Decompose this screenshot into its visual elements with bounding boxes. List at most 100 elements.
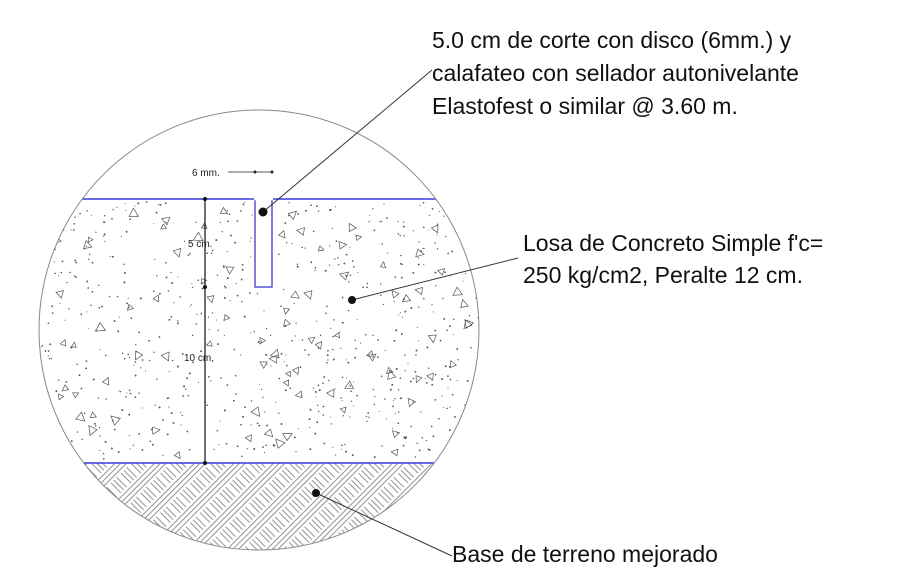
- stipple-dot: [208, 376, 210, 378]
- stipple-dot: [331, 227, 333, 229]
- stipple-dot: [236, 445, 239, 448]
- stipple-dot: [85, 245, 87, 247]
- stipple-dot: [377, 339, 379, 341]
- stipple-dot: [330, 209, 332, 211]
- stipple-dot: [180, 424, 182, 426]
- stipple-dot: [474, 419, 476, 421]
- stipple-dot: [266, 363, 268, 365]
- aggregate: [225, 266, 235, 275]
- stipple-dot: [426, 346, 429, 349]
- aggregate: [88, 424, 98, 437]
- stipple-dot: [427, 367, 430, 369]
- stipple-dot: [219, 420, 221, 422]
- stipple-dot: [68, 308, 70, 310]
- stipple-dot: [91, 291, 94, 293]
- stipple-dot: [41, 346, 42, 347]
- stipple-dot: [240, 210, 242, 212]
- stipple-dot: [345, 450, 348, 453]
- stipple-dot: [372, 208, 374, 210]
- stipple-dot: [242, 203, 245, 206]
- stipple-dot: [240, 279, 243, 281]
- stipple-dot: [61, 260, 64, 263]
- stipple-dot: [126, 302, 128, 305]
- aggregate: [173, 451, 181, 460]
- dim-tick: [253, 170, 257, 174]
- stipple-dot: [349, 274, 352, 276]
- aggregate: [72, 392, 80, 399]
- stipple-dot: [280, 305, 282, 308]
- aggregate: [282, 379, 290, 387]
- stipple-dot: [158, 336, 161, 338]
- stipple-dot: [103, 221, 106, 224]
- stipple-dot: [395, 413, 397, 415]
- stipple-dot: [283, 361, 285, 363]
- stipple-dot: [327, 349, 329, 352]
- stipple-dot: [381, 445, 383, 447]
- stipple-dot: [399, 397, 402, 400]
- stipple-dot: [434, 399, 437, 401]
- stipple-dot: [307, 353, 310, 356]
- aggregate: [425, 372, 434, 381]
- stipple-dot: [103, 214, 106, 217]
- dim-tick: [270, 170, 274, 174]
- cut-note: Elastofest o similar @ 3.60 m.: [432, 93, 738, 119]
- stipple-dot: [186, 377, 189, 380]
- aggregate: [367, 353, 377, 362]
- stipple-dot: [472, 430, 475, 432]
- stipple-dot: [402, 225, 405, 228]
- aggregate: [338, 271, 350, 281]
- stipple-dot: [76, 363, 78, 366]
- stipple-dot: [402, 221, 405, 223]
- aggregate: [464, 319, 475, 329]
- stipple-dot: [284, 222, 287, 224]
- stipple-dot: [98, 426, 101, 429]
- stipple-dot: [301, 246, 304, 249]
- stipple-dot: [439, 339, 442, 342]
- stipple-dot: [472, 240, 475, 243]
- stipple-dot: [368, 215, 370, 217]
- stipple-dot: [35, 303, 36, 304]
- stipple-dot: [476, 410, 479, 412]
- stipple-dot: [213, 448, 215, 451]
- stipple-dot: [348, 281, 350, 283]
- stipple-dot: [233, 348, 236, 351]
- stipple-dot: [412, 401, 414, 403]
- stipple-dot: [353, 405, 354, 407]
- stipple-dot: [47, 322, 50, 324]
- stipple-dot: [417, 263, 420, 266]
- stipple-dot: [350, 390, 352, 393]
- stipple-dot: [467, 412, 470, 415]
- stipple-dot: [343, 262, 346, 265]
- aggregate: [160, 216, 171, 226]
- stipple-dot: [481, 310, 483, 312]
- stipple-dot: [74, 216, 76, 218]
- stipple-dot: [227, 220, 229, 223]
- stipple-dot: [148, 359, 151, 362]
- stipple-dot: [444, 235, 447, 238]
- stipple-dot: [395, 329, 398, 332]
- aggregate: [379, 261, 387, 269]
- stipple-dot: [201, 287, 204, 290]
- stipple-dot: [317, 347, 320, 350]
- stipple-dot: [332, 335, 334, 338]
- stipple-dot: [64, 319, 66, 321]
- stipple-dot: [90, 215, 92, 216]
- stipple-dot: [111, 255, 114, 258]
- stipple-dot: [150, 428, 153, 431]
- stipple-dot: [428, 214, 431, 216]
- stipple-dot: [34, 336, 35, 337]
- stipple-dot: [457, 216, 459, 218]
- aggregate: [152, 426, 161, 435]
- stipple-dot: [314, 269, 316, 271]
- base-note: Base de terreno mejorado: [452, 541, 718, 567]
- stipple-dot: [318, 389, 321, 392]
- stipple-dot: [464, 216, 466, 218]
- stipple-dot: [323, 376, 326, 378]
- stipple-dot: [446, 329, 449, 332]
- stipple-dot: [415, 349, 418, 352]
- stipple-dot: [482, 211, 483, 212]
- stipple-dot: [341, 321, 344, 324]
- stipple-dot: [444, 271, 446, 274]
- stipple-dot: [285, 242, 288, 244]
- stipple-dot: [70, 440, 73, 443]
